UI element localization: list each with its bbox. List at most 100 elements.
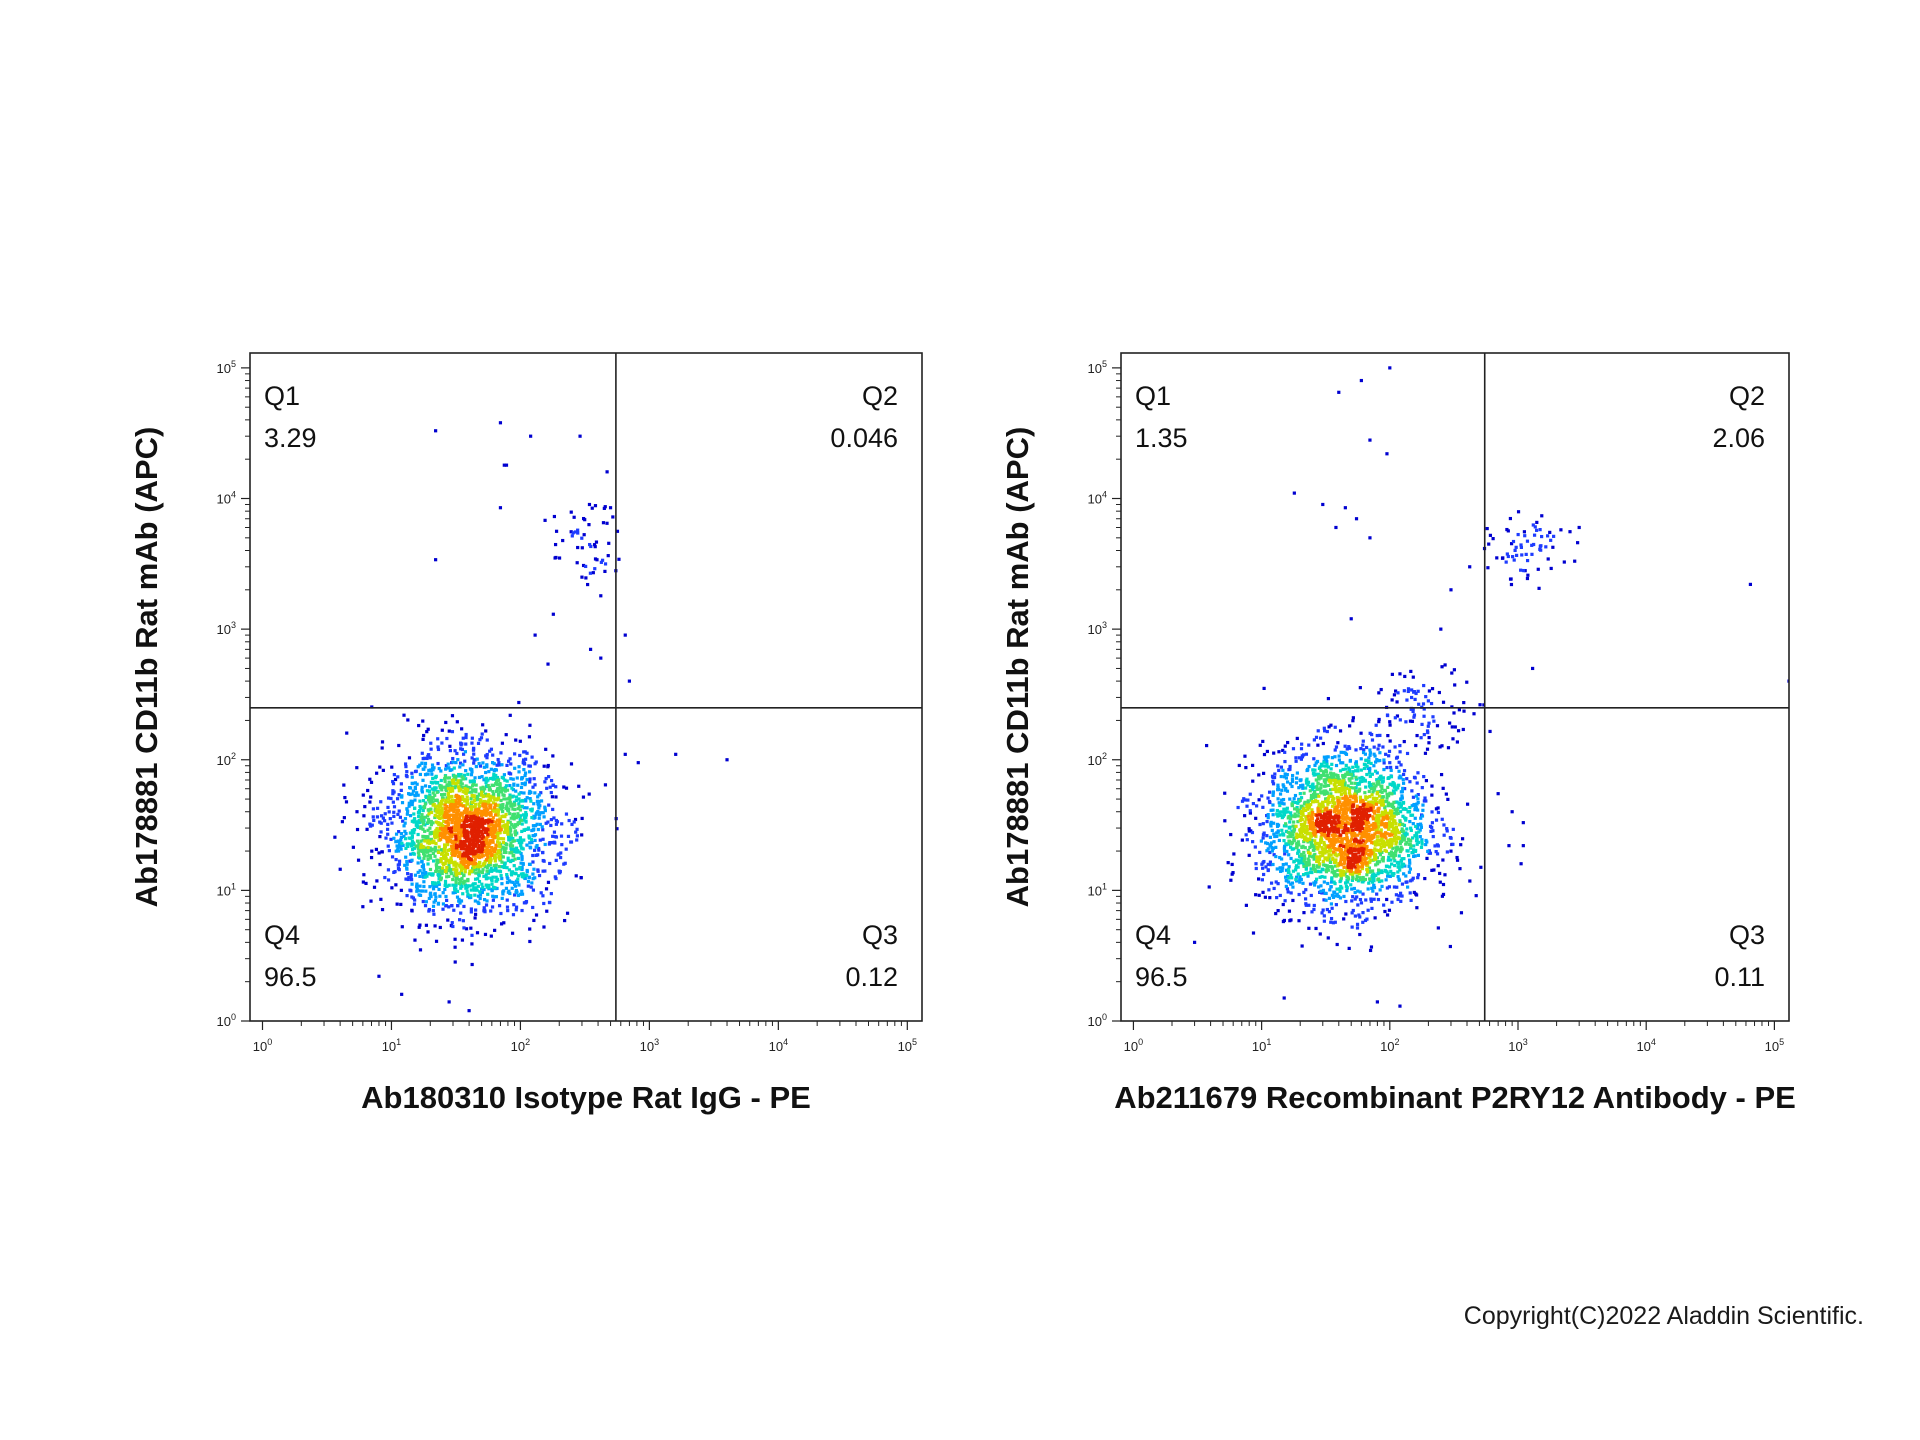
event-dot: [460, 775, 464, 779]
event-dot: [491, 790, 495, 794]
event-dot: [1534, 528, 1539, 532]
event-dot: [528, 780, 532, 784]
event-dot: [386, 832, 390, 836]
event-dot: [1309, 802, 1313, 807]
event-dot: [1388, 833, 1392, 837]
event-dot: [1296, 858, 1300, 863]
event-dot: [1300, 855, 1304, 860]
event-dot: [482, 898, 487, 902]
event-dot: [448, 768, 452, 772]
event-dot: [1453, 725, 1457, 729]
event-dot: [1390, 825, 1394, 829]
event-dot: [1272, 840, 1276, 844]
event-dot: [1410, 789, 1414, 793]
event-dot: [1381, 795, 1385, 799]
event-dot: [569, 762, 574, 766]
event-dot: [1321, 888, 1326, 893]
event-dot: [1257, 877, 1261, 881]
event-dot: [1385, 796, 1389, 800]
event-dot: [426, 857, 430, 862]
event-dot: [1452, 711, 1456, 715]
event-dot: [1369, 858, 1373, 862]
event-dot: [1327, 800, 1331, 805]
event-dot: [1385, 713, 1390, 718]
event-dot: [1409, 879, 1413, 883]
event-dot: [1277, 750, 1281, 754]
event-dot: [1440, 665, 1444, 669]
event-dot: [591, 571, 595, 575]
event-dot: [405, 862, 409, 866]
event-dot: [1397, 894, 1401, 898]
event-dot: [1374, 873, 1378, 878]
event-dot: [510, 931, 515, 935]
event-dot: [443, 861, 447, 866]
event-dot: [1358, 876, 1362, 880]
event-dot: [1323, 863, 1328, 868]
event-dot: [457, 881, 462, 886]
event-dot: [484, 805, 488, 809]
event-dot: [572, 820, 576, 824]
event-dot: [1375, 796, 1379, 801]
event-dot: [482, 765, 486, 769]
event-dot: [394, 857, 398, 862]
event-dot: [1302, 890, 1306, 894]
event-dot: [1334, 790, 1338, 794]
event-dot: [529, 837, 534, 842]
event-dot: [459, 886, 463, 890]
event-dot: [1304, 863, 1309, 867]
event-dot: [399, 835, 403, 839]
event-dot: [490, 820, 494, 824]
event-dot: [557, 869, 561, 873]
event-dot: [450, 730, 455, 734]
event-dot: [1355, 869, 1360, 874]
event-dot: [490, 826, 494, 830]
event-dot: [423, 872, 428, 876]
event-dot: [413, 817, 417, 821]
event-dot: [1416, 689, 1420, 693]
event-dot: [1343, 781, 1347, 785]
event-dot: [402, 824, 406, 828]
event-dot: [429, 823, 434, 827]
event-dot: [400, 925, 404, 929]
event-dot: [505, 779, 509, 783]
event-dot: [1207, 885, 1211, 889]
event-dot: [1342, 917, 1346, 921]
event-dot: [398, 845, 402, 849]
event-dot: [1344, 912, 1348, 916]
event-dot: [439, 822, 444, 826]
event-dot: [454, 777, 458, 781]
event-dot: [1307, 743, 1311, 747]
event-dot: [446, 868, 451, 873]
event-dot: [541, 811, 545, 815]
event-dot: [447, 827, 451, 831]
event-dot: [1416, 853, 1420, 857]
event-dot: [1409, 898, 1413, 903]
event-dot: [1376, 878, 1380, 882]
event-dot: [517, 883, 521, 887]
event-dot: [397, 859, 402, 863]
event-dot: [1261, 822, 1265, 826]
event-dot: [515, 890, 519, 894]
event-dot: [420, 871, 425, 875]
event-dot: [489, 803, 493, 807]
event-dot: [448, 789, 452, 794]
event-dot: [1344, 881, 1348, 885]
event-dot: [1308, 784, 1313, 789]
event-dot: [371, 815, 375, 819]
event-dot: [563, 918, 567, 923]
event-dot: [518, 799, 522, 803]
event-dot: [1356, 889, 1360, 893]
event-dot: [503, 786, 508, 790]
event-dot: [462, 825, 467, 829]
event-dot: [1385, 897, 1389, 902]
event-dot: [1250, 830, 1255, 835]
event-dot: [1240, 799, 1245, 803]
event-dot: [1431, 829, 1435, 833]
event-dot: [1356, 867, 1360, 872]
event-dot: [1306, 807, 1310, 811]
event-dot: [499, 873, 503, 878]
event-dot: [512, 800, 517, 804]
event-dot: [1369, 945, 1374, 949]
event-dot: [1319, 830, 1323, 834]
event-dot: [1398, 672, 1402, 676]
